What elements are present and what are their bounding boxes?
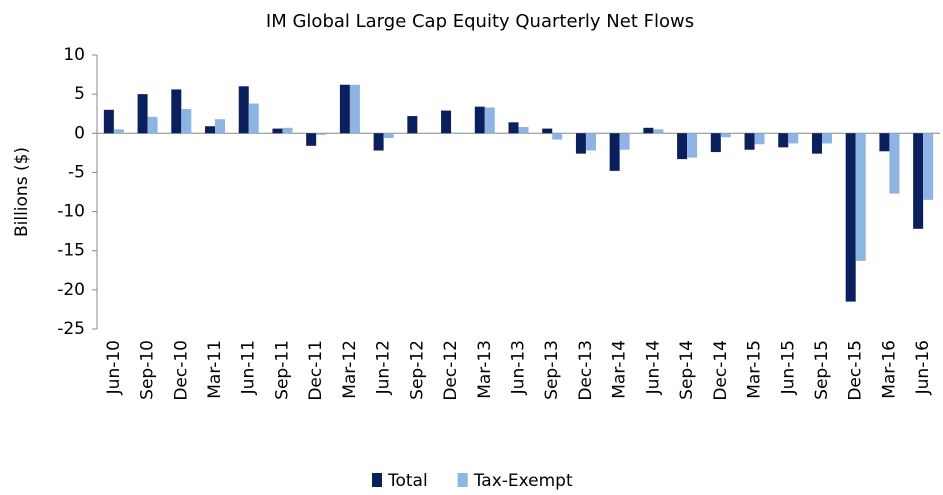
bar (248, 103, 259, 134)
bar (889, 133, 900, 194)
bar (653, 129, 664, 134)
y-tick-label: -15 (57, 241, 85, 261)
x-tick-label: Mar-14 (610, 340, 630, 399)
bar (923, 133, 934, 200)
bar (879, 133, 890, 152)
y-tick-label: -5 (68, 162, 85, 182)
bar (687, 133, 698, 158)
x-tick-label: Sep-13 (542, 340, 562, 400)
bar (788, 133, 799, 144)
bar (710, 133, 721, 153)
bar (542, 128, 553, 134)
bar (306, 133, 317, 146)
bar (349, 84, 360, 134)
x-tick-label: Jun-11 (239, 340, 259, 395)
y-tick-label: -20 (57, 280, 85, 300)
y-tick-label: 5 (74, 84, 85, 104)
bar (508, 122, 519, 134)
bar (585, 133, 596, 151)
bar (238, 86, 249, 134)
bar (778, 133, 789, 148)
x-tick-label: Dec-11 (306, 340, 326, 401)
bar (373, 133, 384, 151)
x-tick-label: Mar-12 (340, 340, 360, 399)
chart-title: IM Global Large Cap Equity Quarterly Net… (266, 11, 694, 32)
bar (181, 109, 192, 134)
bar (677, 133, 688, 160)
bar (272, 128, 283, 134)
legend-label: Total (387, 471, 428, 491)
bar (845, 133, 856, 302)
bar (103, 109, 114, 134)
bar (113, 129, 124, 134)
bar (205, 126, 216, 134)
bar (339, 84, 350, 134)
bar (552, 133, 563, 140)
legend-swatch (372, 473, 382, 487)
bar (811, 133, 822, 154)
y-axis-label: Billions ($) (12, 147, 32, 237)
x-tick-label: Dec-15 (846, 340, 866, 401)
bar (147, 116, 158, 134)
bar (913, 133, 924, 229)
bar (441, 110, 452, 134)
x-tick-label: Sep-11 (272, 340, 292, 400)
bar (609, 133, 620, 171)
x-tick-label: Jun-16 (913, 340, 933, 395)
bar (484, 107, 495, 134)
bar (720, 133, 731, 138)
y-tick-label: 10 (63, 45, 85, 65)
legend-label: Tax-Exempt (473, 471, 573, 491)
x-tick-label: Mar-11 (205, 340, 225, 399)
x-tick-label: Dec-10 (171, 340, 191, 401)
bar (754, 133, 765, 145)
legend-swatch (457, 473, 468, 487)
x-tick-label: Jun-15 (778, 340, 798, 395)
bar (643, 127, 654, 134)
bar (316, 133, 327, 135)
x-tick-label: Mar-16 (879, 340, 899, 399)
bar (855, 133, 866, 261)
x-tick-label: Mar-15 (745, 340, 765, 399)
bar (383, 133, 394, 138)
x-tick-label: Sep-14 (677, 340, 697, 400)
x-tick-label: Sep-10 (138, 340, 158, 400)
x-tick-label: Dec-14 (711, 340, 731, 401)
y-tick-label: 0 (74, 123, 85, 143)
bar (137, 94, 148, 134)
bar (171, 89, 182, 134)
bar (451, 132, 462, 134)
bar (215, 119, 226, 134)
bar (282, 127, 293, 134)
bar (518, 127, 529, 134)
bar (821, 133, 832, 144)
x-tick-label: Jun-14 (643, 340, 663, 395)
x-tick-label: Dec-13 (576, 340, 596, 401)
x-tick-label: Jun-12 (374, 340, 394, 395)
bar (474, 106, 485, 134)
x-tick-label: Dec-12 (441, 340, 461, 401)
x-tick-label: Sep-15 (812, 340, 832, 400)
bar (619, 133, 630, 150)
bar (744, 133, 755, 150)
y-tick-label: -10 (57, 202, 85, 222)
x-tick-label: Jun-13 (509, 340, 529, 395)
x-tick-label: Mar-13 (475, 340, 495, 399)
x-tick-label: Sep-12 (407, 340, 427, 400)
bar (575, 133, 586, 154)
y-tick-label: -25 (57, 319, 85, 339)
bar (407, 116, 418, 134)
x-tick-label: Jun-10 (104, 340, 124, 395)
